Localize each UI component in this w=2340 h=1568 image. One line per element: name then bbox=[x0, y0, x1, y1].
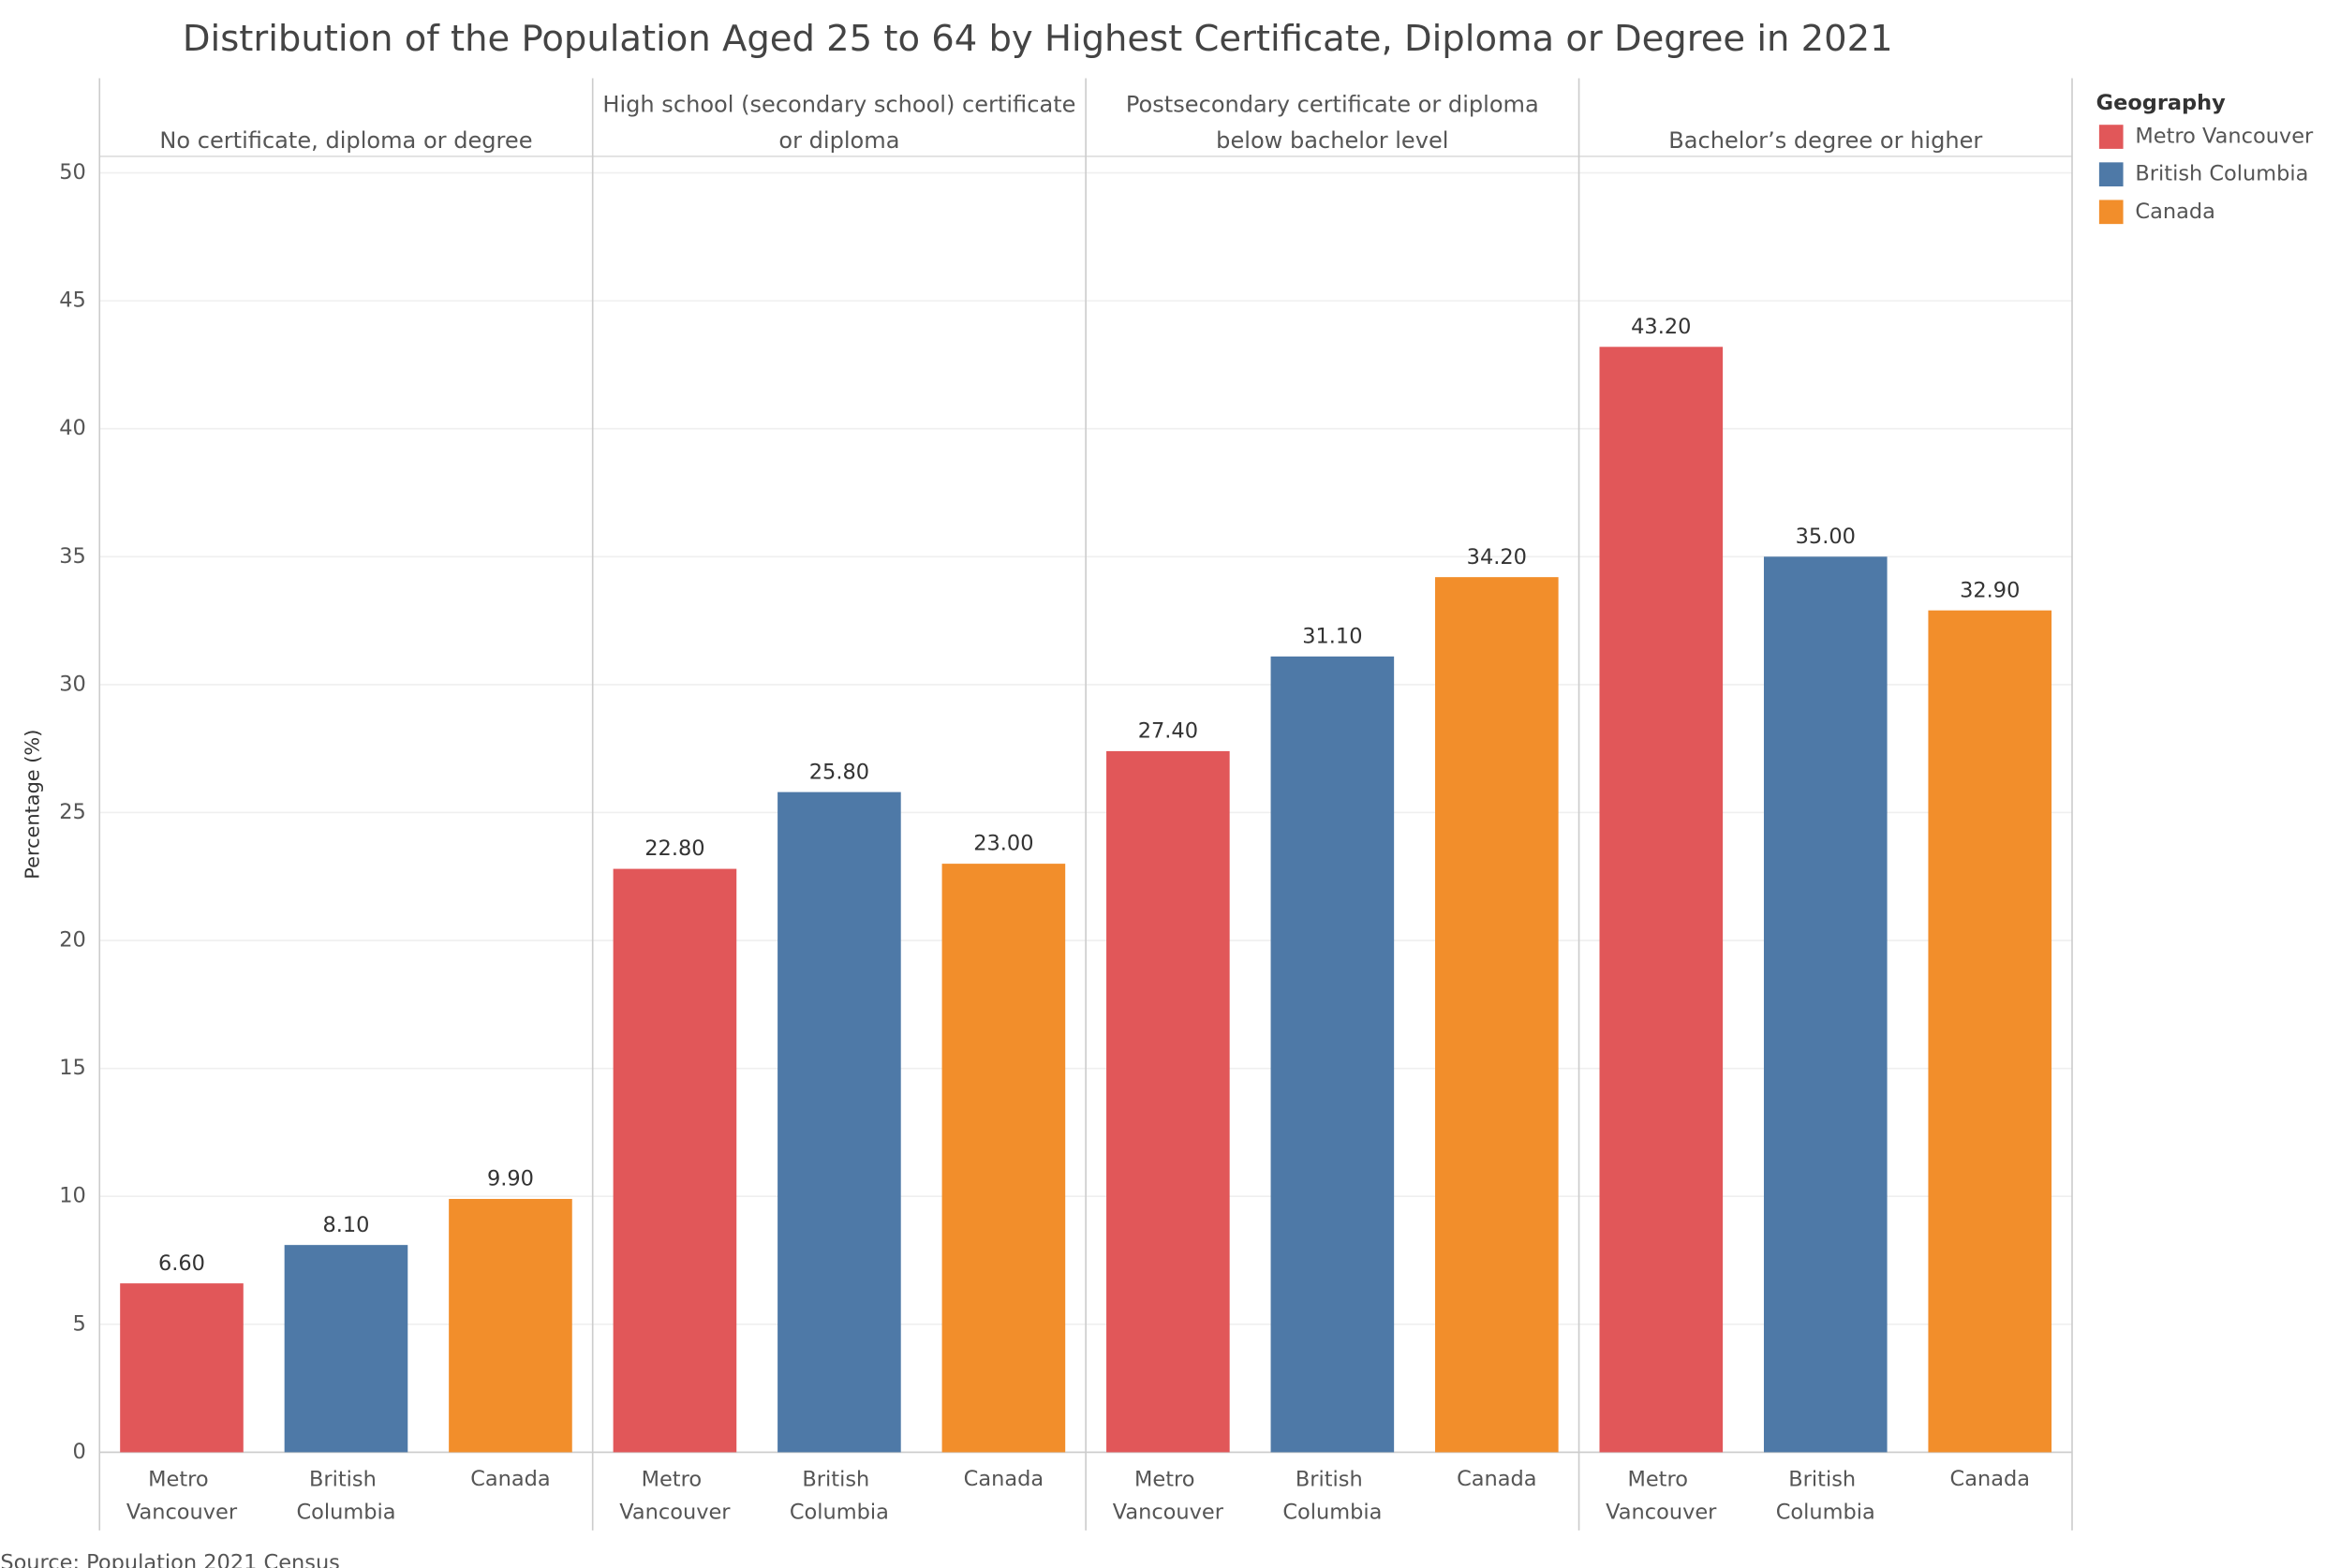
value-label: 35.00 bbox=[1796, 525, 1856, 549]
y-tick-label: 20 bbox=[59, 928, 86, 953]
panel-title: High school (secondary school) certifica… bbox=[602, 91, 1075, 117]
y-tick-label: 5 bbox=[73, 1311, 86, 1336]
x-tick-label: Canada bbox=[470, 1467, 550, 1491]
bar bbox=[778, 791, 901, 1453]
legend-title: Geography bbox=[2096, 91, 2226, 115]
y-tick-label: 10 bbox=[59, 1184, 86, 1208]
x-tick-line: Metro bbox=[642, 1467, 709, 1491]
x-tick-line: Metro bbox=[148, 1467, 215, 1491]
x-tick-label: British Columbia bbox=[790, 1467, 889, 1524]
value-label: 27.40 bbox=[1138, 719, 1198, 744]
y-tick-label: 25 bbox=[59, 800, 86, 824]
x-tick-line: Vancouver bbox=[126, 1500, 238, 1524]
value-label: 22.80 bbox=[644, 836, 704, 861]
x-tick-line: Columbia bbox=[1282, 1500, 1382, 1524]
bar bbox=[120, 1283, 244, 1453]
value-label: 25.80 bbox=[809, 760, 869, 784]
legend-label: Metro Vancouver bbox=[2135, 125, 2314, 149]
y-tick-label: 35 bbox=[59, 544, 86, 569]
value-label: 31.10 bbox=[1302, 624, 1362, 648]
x-tick-line: Vancouver bbox=[1113, 1500, 1224, 1524]
x-tick-line: Metro bbox=[1627, 1467, 1695, 1491]
x-tick-label: Canada bbox=[964, 1467, 1044, 1491]
x-tick-label: Metro Vancouver bbox=[1606, 1467, 1717, 1524]
value-label: 34.20 bbox=[1467, 545, 1527, 570]
bar bbox=[1106, 750, 1230, 1453]
bar bbox=[1270, 656, 1395, 1453]
panel-title: below bachelor level bbox=[1216, 127, 1448, 154]
bar bbox=[1763, 556, 1888, 1453]
bar bbox=[941, 864, 1066, 1453]
chart-title: Distribution of the Population Aged 25 t… bbox=[183, 18, 1893, 60]
x-tick-line: Columbia bbox=[790, 1500, 889, 1524]
value-label: 8.10 bbox=[322, 1213, 369, 1237]
value-label: 43.20 bbox=[1631, 315, 1691, 339]
legend-label: British Columbia bbox=[2135, 162, 2308, 186]
bar bbox=[1435, 577, 1559, 1453]
legend-label: Canada bbox=[2135, 200, 2214, 224]
value-label: 32.90 bbox=[1960, 578, 2020, 602]
x-tick-line: British bbox=[802, 1467, 876, 1491]
panel-title: No certificate, diploma or degree bbox=[159, 127, 532, 154]
bar bbox=[1599, 347, 1724, 1453]
x-tick-line: British bbox=[1296, 1467, 1370, 1491]
y-tick-label: 15 bbox=[59, 1056, 86, 1080]
legend-swatch bbox=[2098, 200, 2124, 225]
y-tick-label: 45 bbox=[59, 288, 86, 313]
value-label: 9.90 bbox=[487, 1167, 534, 1191]
x-tick-label: Canada bbox=[1457, 1467, 1536, 1491]
y-tick-label: 40 bbox=[59, 416, 86, 440]
x-tick-label: Metro Vancouver bbox=[126, 1467, 238, 1524]
y-axis-label: Percentage (%) bbox=[22, 730, 44, 880]
x-tick-label: Metro Vancouver bbox=[1113, 1467, 1224, 1524]
x-tick-label: British Columbia bbox=[1282, 1467, 1382, 1524]
x-tick-line: Columbia bbox=[1776, 1500, 1875, 1524]
y-tick-label: 30 bbox=[59, 672, 86, 696]
panel-title: Postsecondary certificate or diploma bbox=[1126, 91, 1539, 117]
legend-swatch bbox=[2098, 125, 2124, 149]
value-label: 6.60 bbox=[158, 1251, 205, 1276]
x-tick-line: Columbia bbox=[296, 1500, 395, 1524]
bar bbox=[613, 868, 737, 1453]
source: Source: Population 2021 Census bbox=[0, 1551, 340, 1568]
x-tick-line: British bbox=[1788, 1467, 1862, 1491]
x-tick-line: Metro bbox=[1134, 1467, 1202, 1491]
x-tick-label: British Columbia bbox=[1776, 1467, 1875, 1524]
bar bbox=[1928, 610, 2052, 1453]
x-tick-line: British bbox=[309, 1467, 383, 1491]
x-tick-label: Metro Vancouver bbox=[619, 1467, 731, 1524]
x-tick-label: British Columbia bbox=[296, 1467, 395, 1524]
panel-title: Bachelor’s degree or higher bbox=[1668, 127, 1982, 154]
x-tick-line: Vancouver bbox=[1606, 1500, 1717, 1524]
value-label: 23.00 bbox=[973, 832, 1033, 856]
y-tick-label: 0 bbox=[73, 1440, 86, 1464]
bar bbox=[284, 1245, 408, 1453]
bar bbox=[449, 1198, 572, 1453]
panel-title: or diploma bbox=[778, 127, 899, 154]
y-tick-label: 50 bbox=[59, 160, 86, 185]
x-tick-label: Canada bbox=[1950, 1467, 2030, 1491]
x-tick-line: Vancouver bbox=[619, 1500, 731, 1524]
legend-swatch bbox=[2098, 162, 2124, 187]
